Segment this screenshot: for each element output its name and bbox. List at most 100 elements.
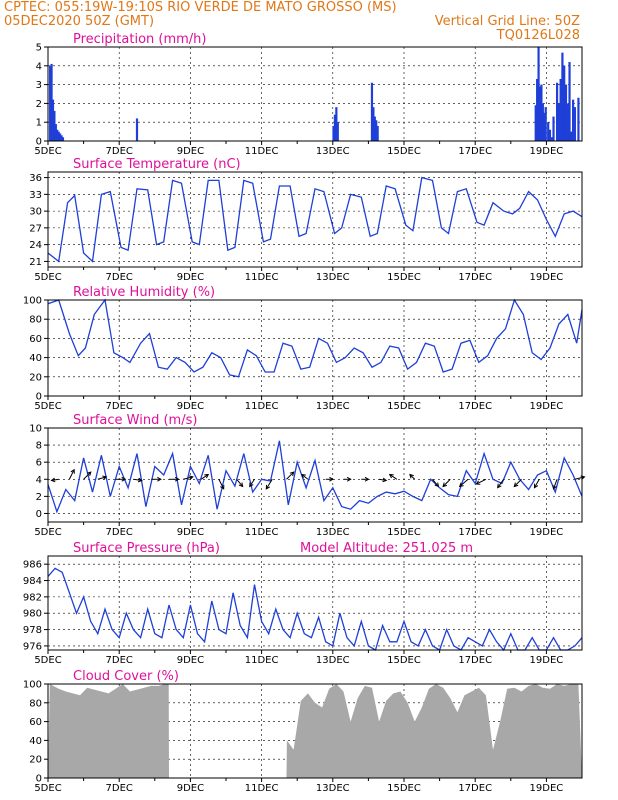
header-date: 05DEC2020 50Z (GMT)	[4, 14, 154, 29]
cloud-xtick-label: 7DEC	[106, 783, 133, 794]
temp-xtick-label: 9DEC	[177, 272, 204, 283]
pressure-panel: Surface Pressure (hPa) Model Altitude: 25…	[23, 541, 583, 666]
precip-bar	[56, 129, 59, 141]
wind-arrow-head	[174, 476, 180, 482]
rh-xtick-label: 9DEC	[177, 401, 204, 412]
wind-xtick-label: 13DEC	[316, 527, 350, 538]
wind-arrow-shaft	[378, 478, 387, 481]
precip-bar	[555, 82, 559, 141]
temp-series-line	[47, 176, 583, 263]
precip-bar	[375, 120, 378, 141]
wind-ytick-label: 10	[29, 424, 42, 435]
cloud-ytick-label: 20	[29, 755, 42, 766]
wind-arrow-shaft	[218, 479, 225, 490]
cloud-ytick-label: 40	[29, 736, 42, 747]
precip-bar	[548, 129, 552, 141]
precip-bar	[59, 133, 62, 141]
precip-bar	[557, 103, 560, 141]
wind-arrow-head	[533, 483, 539, 489]
wind-arrow-shaft	[236, 478, 244, 487]
precip-xtick-label: 7DEC	[106, 146, 133, 157]
temp-panel: Surface Temperature (nC) 21 24 27 30 33 36 5DEC…	[29, 157, 583, 283]
wind-arrow-head	[409, 473, 414, 479]
rh-xtick-label: 13DEC	[316, 401, 350, 412]
wind-arrow	[218, 479, 225, 490]
wind-arrow-head	[442, 482, 448, 488]
wind-arrow-head	[388, 473, 394, 479]
wind-arrow	[68, 468, 75, 480]
wind-arrow-head	[157, 476, 162, 482]
temp-xtick-label: 15DEC	[387, 272, 421, 283]
precip-bar	[573, 107, 576, 141]
wind-arrow	[286, 471, 295, 480]
wind-arrow	[533, 479, 540, 489]
precip-ytick-label: 3	[36, 80, 42, 91]
precip-bar	[60, 135, 63, 141]
precip-ytick-label: 0	[36, 137, 42, 148]
wind-arrow	[83, 471, 92, 480]
wind-xtick-label: 7DEC	[106, 527, 133, 538]
wind-xtick-label: 15DEC	[387, 527, 421, 538]
precip-bar	[50, 63, 53, 141]
precip-bar	[550, 137, 553, 141]
precip-bar	[547, 122, 550, 141]
rh-xtick-label: 7DEC	[106, 401, 133, 412]
precip-bar	[336, 122, 339, 141]
wind-xtick-label: 11DEC	[245, 527, 279, 538]
precip-xtick-label: 5DEC	[34, 146, 61, 157]
temp-xtick-label: 7DEC	[106, 272, 133, 283]
wind-arrow-shaft	[97, 476, 107, 480]
wind-arrow	[475, 478, 487, 485]
wind-arrow	[249, 478, 255, 488]
wind-arrow-shaft	[497, 478, 505, 488]
pressure-ytick-label: 980	[23, 609, 42, 620]
pressure-xtick-label: 15DEC	[387, 655, 421, 666]
wind-arrow-head	[137, 477, 143, 483]
temp-frame	[47, 171, 583, 268]
cloud-xtick-label: 11DEC	[245, 783, 279, 794]
cloud-xtick-label: 15DEC	[387, 783, 421, 794]
wind-frame	[47, 427, 583, 523]
wind-panel: Surface Wind (m/s) 0 2 4 6 8 10 5DEC 7DEC 9DEC 11D…	[29, 413, 586, 538]
temp-ytick-label: 27	[29, 223, 42, 234]
pressure-xtick-label: 5DEC	[34, 655, 61, 666]
precip-bar	[564, 84, 568, 141]
precip-xtick-label: 15DEC	[387, 146, 421, 157]
precip-bar	[570, 131, 573, 141]
wind-arrow-head	[188, 475, 194, 480]
pressure-frame	[47, 555, 583, 651]
pressure-series-line	[47, 567, 583, 652]
wind-arrow	[343, 476, 352, 482]
wind-xtick-label: 9DEC	[177, 527, 204, 538]
cloud-xtick-label: 5DEC	[34, 783, 61, 794]
temp-xtick-label: 13DEC	[316, 272, 350, 283]
wind-xtick-label: 17DEC	[458, 527, 492, 538]
rh-xtick-label: 15DEC	[387, 401, 421, 412]
precip-bar	[332, 125, 335, 141]
precip-xtick-label: 9DEC	[177, 146, 204, 157]
wind-arrow-shaft	[183, 476, 194, 480]
wind-arrow-head	[289, 471, 295, 477]
wind-arrow-shaft	[200, 474, 209, 480]
wind-ytick-label: 0	[36, 509, 42, 520]
wind-arrow-head	[434, 482, 440, 488]
wind-arrow-head	[121, 476, 127, 482]
precip-ytick-label: 4	[36, 61, 42, 72]
wind-arrow-shaft	[265, 479, 273, 490]
wind-arrow-head	[249, 482, 254, 488]
precip-bar	[538, 86, 542, 141]
wind-arrow-head	[346, 476, 352, 482]
temp-xtick-label: 5DEC	[34, 272, 61, 283]
precip-bar	[333, 114, 337, 141]
wind-arrow	[133, 477, 143, 483]
temp-title: Surface Temperature (nC)	[73, 157, 241, 172]
wind-arrow	[169, 476, 180, 482]
wind-arrow	[236, 478, 244, 488]
precip-bar	[537, 47, 540, 141]
temp-xtick-label: 11DEC	[245, 272, 279, 283]
precip-bar	[552, 116, 555, 141]
pressure-xtick-label: 7DEC	[106, 655, 133, 666]
precip-title: Precipitation (mm/h)	[73, 32, 206, 47]
wind-ytick-label: 8	[36, 441, 42, 452]
